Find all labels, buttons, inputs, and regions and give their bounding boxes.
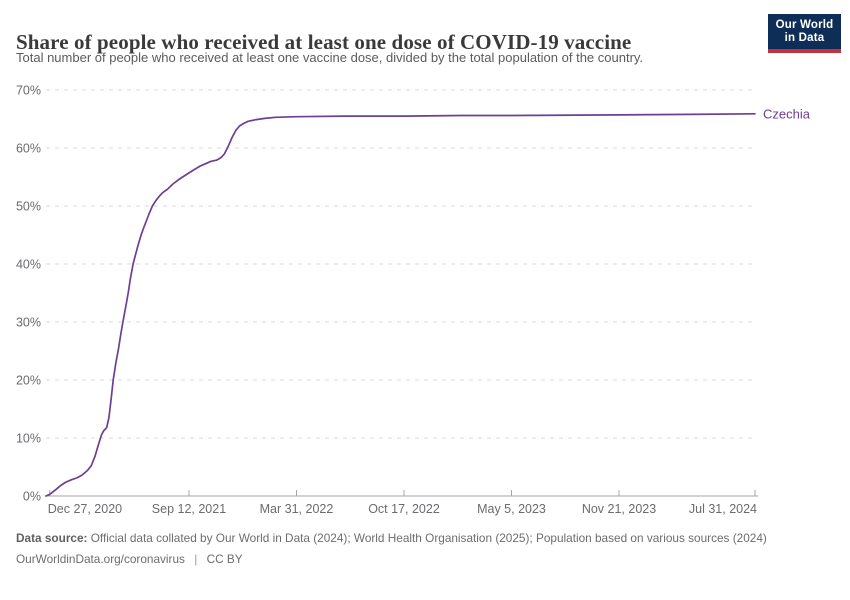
y-axis-tick-label: 50% (16, 200, 41, 214)
x-axis-tick-label: Nov 21, 2023 (582, 502, 656, 516)
chart-subtitle: Total number of people who received at l… (16, 50, 644, 65)
y-axis-tick-label: 60% (16, 142, 41, 156)
x-axis-tick-label: May 5, 2023 (477, 502, 546, 516)
y-axis-tick-label: 20% (16, 374, 41, 388)
y-axis-tick-label: 40% (16, 258, 41, 272)
chart-footer: Data source: Official data collated by O… (16, 531, 828, 567)
x-axis-tick-label: Dec 27, 2020 (48, 502, 122, 516)
y-axis-tick-label: 30% (16, 316, 41, 330)
page-title: Share of people who received at least on… (16, 30, 632, 55)
owid-url-link[interactable]: OurWorldinData.org/coronavirus (16, 551, 185, 566)
y-axis-tick-label: 70% (16, 84, 41, 98)
x-axis-tick-label: Mar 31, 2022 (260, 502, 334, 516)
x-axis-tick-label: Jul 31, 2024 (689, 502, 757, 516)
owid-logo: Our World in Data (768, 14, 841, 53)
data-source-note: Data source: Official data collated by O… (16, 531, 816, 547)
x-axis-tick-label: Sep 12, 2021 (152, 502, 226, 516)
series-label: Czechia (763, 106, 811, 121)
license-line: OurWorldinData.org/coronavirus | CC BY (16, 552, 828, 568)
data-source-text: Official data collated by Our World in D… (87, 531, 767, 545)
owid-logo-line2: in Data (784, 32, 825, 44)
x-axis-tick-label: Oct 17, 2022 (368, 502, 440, 516)
series-line-czechia (45, 112, 756, 497)
y-axis-tick-label: 0% (23, 490, 41, 504)
license-label: CC BY (206, 551, 243, 566)
data-source-label: Data source: (16, 531, 88, 545)
separator: | (194, 551, 198, 566)
y-axis-tick-label: 10% (16, 432, 41, 446)
owid-logo-line1: Our World (775, 19, 834, 31)
